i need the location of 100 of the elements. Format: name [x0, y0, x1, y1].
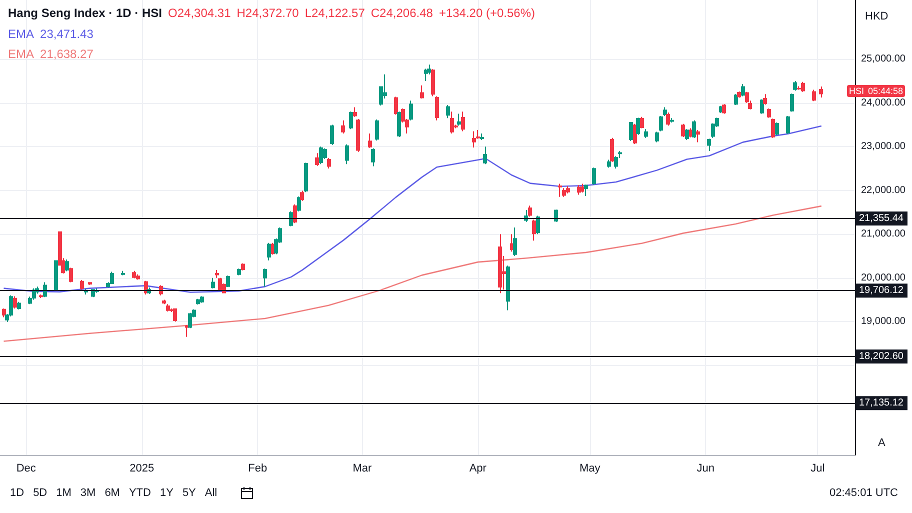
candlestick [566, 185, 570, 194]
candlestick [461, 111, 465, 132]
candlestick [319, 146, 323, 165]
candlestick [666, 112, 670, 126]
candlestick [431, 68, 435, 97]
candlestick [166, 304, 170, 312]
candlestick [450, 111, 454, 134]
y-tick-label: 22,000.00 [861, 184, 906, 196]
candlestick [394, 96, 398, 116]
x-tick-label: 2025 [130, 462, 154, 474]
candlestick [17, 301, 21, 310]
text: All [204, 487, 218, 499]
y-tick-label: 19,000.00 [861, 316, 906, 328]
annotation: 21,638.27 [40, 47, 94, 61]
candlestick [200, 296, 204, 304]
candlestick [237, 268, 241, 276]
candlestick [797, 86, 801, 90]
candlestick [532, 219, 536, 242]
ref-line-label: 19,706.12 [859, 285, 904, 296]
candlestick [580, 183, 584, 193]
text: 5Y [182, 487, 196, 499]
candlestick [375, 118, 379, 141]
candlestick [349, 111, 353, 130]
annotation: HSI [849, 86, 864, 96]
candlestick [767, 108, 771, 118]
y-tick-label: 21,000.00 [861, 228, 906, 240]
candlestick [353, 106, 357, 118]
annotation: H24,372.70 [236, 6, 299, 20]
candlestick [136, 274, 140, 280]
candlestick [300, 190, 304, 202]
candlestick [790, 93, 794, 112]
candlestick [670, 118, 674, 123]
candlestick [88, 282, 92, 286]
annotation: +134.20 (+0.56%) [438, 6, 536, 20]
candlestick [397, 111, 401, 138]
candlestick [297, 196, 301, 212]
candlestick [801, 81, 805, 92]
candlestick [722, 104, 726, 114]
y-tick-label: 25,000.00 [861, 54, 906, 65]
candlestick [43, 282, 47, 298]
candlestick [80, 280, 84, 291]
candlestick [267, 242, 271, 261]
x-tick-label: May [580, 462, 601, 474]
text: 1D [10, 487, 24, 499]
candlestick [793, 80, 797, 92]
candlestick [241, 262, 245, 271]
candlestick [289, 210, 293, 227]
candlestick [644, 128, 648, 138]
candlestick [513, 227, 517, 256]
candlestick [293, 204, 297, 224]
candlestick [607, 159, 611, 168]
candlestick [592, 167, 596, 186]
y-tick-label: 24,000.00 [861, 97, 906, 108]
candlestick [371, 148, 375, 167]
candlestick [330, 124, 334, 146]
text: 1M [56, 487, 72, 499]
y-axis-title: HKD [865, 10, 888, 22]
candlestick [554, 209, 558, 222]
candlestick [771, 118, 775, 138]
candlestick [760, 98, 764, 114]
candlestick [457, 113, 461, 126]
candlestick [640, 116, 644, 129]
candlestick [327, 157, 331, 169]
annotation: 23,471.43 [40, 27, 94, 41]
candlestick [536, 215, 540, 235]
x-tick-label: Feb [248, 462, 268, 474]
candlestick [345, 144, 349, 165]
candlestick [528, 205, 532, 218]
candlestick [483, 146, 487, 165]
candlestick [633, 123, 637, 144]
candlestick [510, 234, 514, 252]
candlestick [356, 118, 360, 152]
candlestick [196, 298, 200, 305]
candlestick [39, 294, 43, 298]
candlestick [132, 270, 136, 279]
candlestick [188, 312, 192, 329]
x-tick-label: Jul [810, 462, 825, 474]
candlestick [211, 277, 215, 289]
candlestick [659, 115, 663, 132]
x-tick-label: Dec [16, 462, 36, 474]
candlestick [173, 308, 177, 322]
candlestick [69, 267, 73, 283]
candlestick [472, 130, 476, 148]
text: 05:44:58 [868, 86, 904, 96]
annotation: C24,206.48 [370, 6, 433, 20]
text: EMA [8, 47, 34, 61]
candlestick [685, 128, 689, 140]
candlestick [368, 132, 372, 148]
candlestick [65, 258, 69, 272]
candlestick [435, 96, 439, 121]
annotation: O24,304.31 [168, 6, 231, 20]
candlestick [737, 90, 741, 98]
candlestick [741, 84, 745, 97]
candlestick [584, 184, 588, 196]
candlestick [636, 117, 640, 136]
candlestick [696, 129, 700, 143]
candlestick [610, 137, 614, 162]
candlestick [629, 122, 633, 142]
line-series [3, 205, 822, 342]
ref-line-label: 21,355.44 [859, 213, 904, 224]
